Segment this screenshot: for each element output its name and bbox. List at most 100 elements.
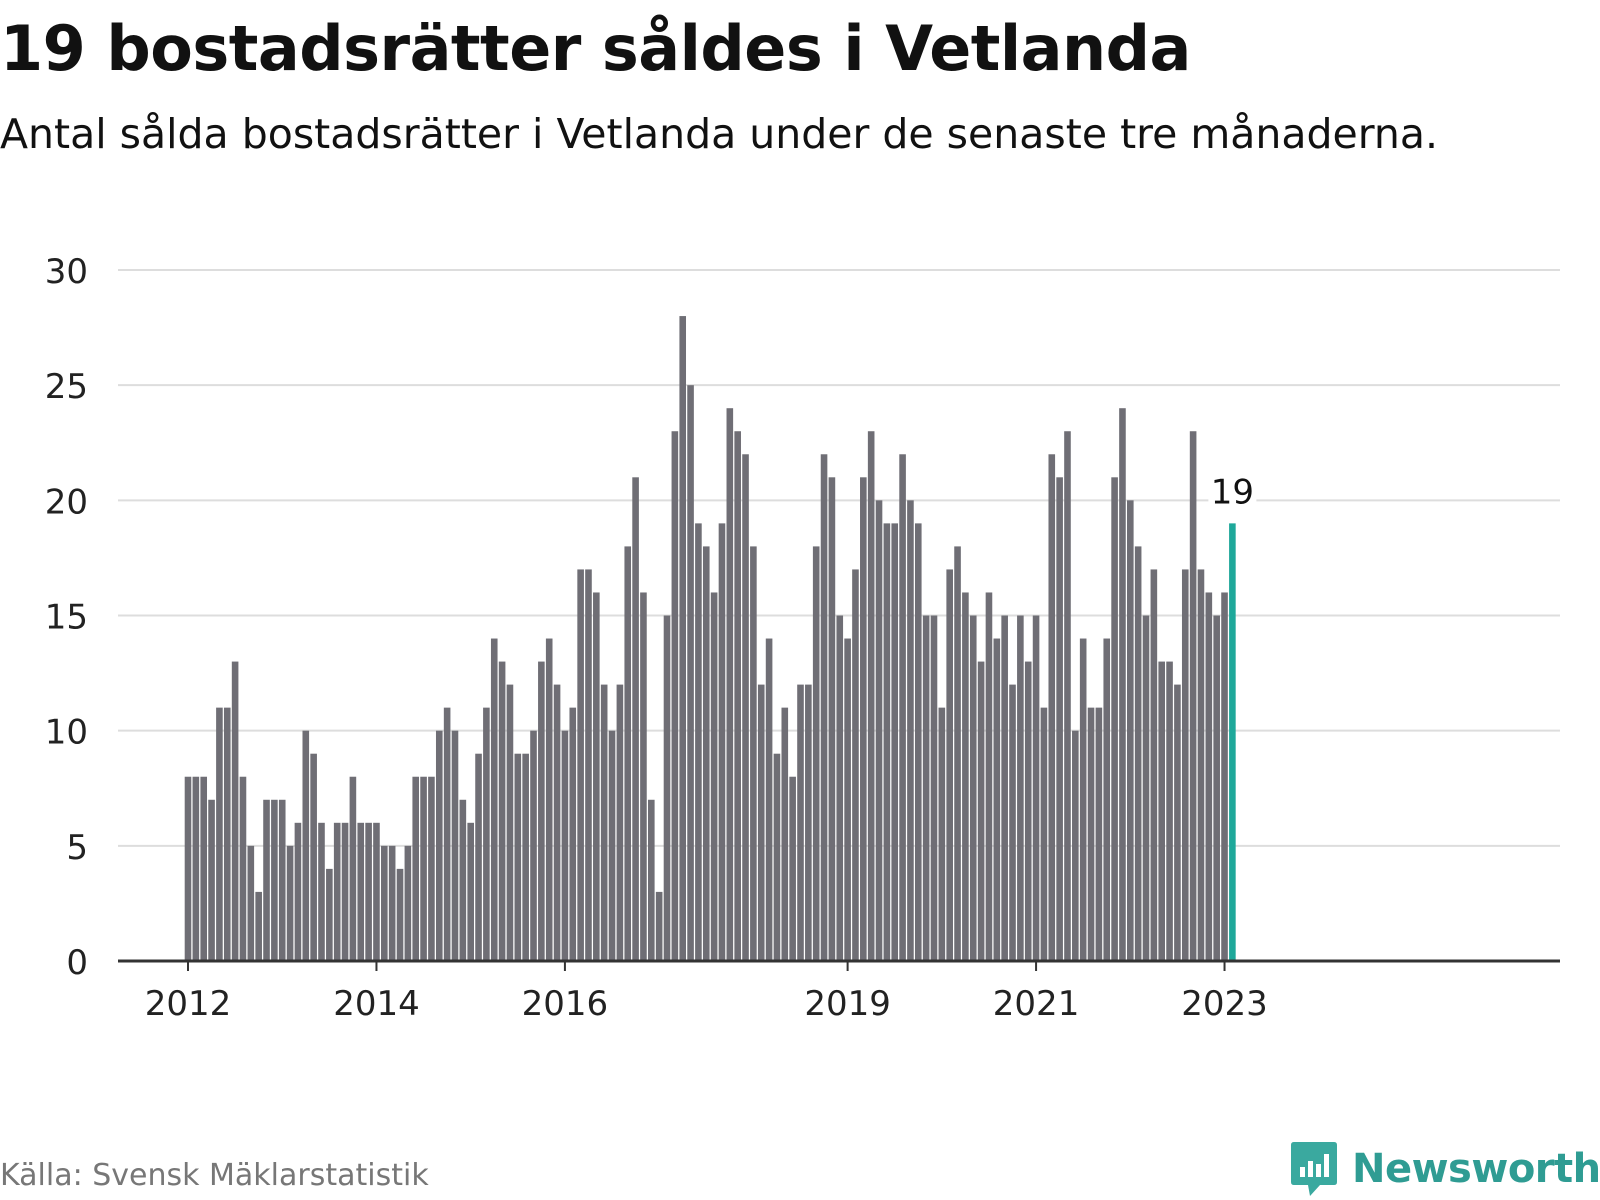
bar xyxy=(993,638,1001,961)
bar xyxy=(962,592,969,961)
bar xyxy=(577,569,584,961)
bar xyxy=(812,546,820,961)
bar xyxy=(789,776,796,961)
bar xyxy=(734,431,741,962)
bar xyxy=(443,707,451,961)
bar xyxy=(1158,661,1166,961)
bar xyxy=(1072,730,1079,961)
bar xyxy=(930,615,938,961)
bar xyxy=(750,546,757,961)
bar xyxy=(263,799,270,961)
bar xyxy=(286,845,294,961)
x-tick-label: 2012 xyxy=(145,984,232,1024)
bar xyxy=(1032,615,1040,961)
bar xyxy=(208,799,215,961)
bar xyxy=(483,707,490,961)
bar xyxy=(1134,546,1142,961)
bar xyxy=(200,776,208,961)
bar xyxy=(326,868,333,961)
bar xyxy=(891,523,899,961)
bar xyxy=(349,776,357,961)
bar xyxy=(648,799,655,961)
bar xyxy=(318,822,325,961)
bar xyxy=(561,730,569,961)
bar xyxy=(624,546,632,961)
bar xyxy=(828,477,836,961)
bar xyxy=(271,799,278,961)
bar-chart: 0 5 10 15 20 25 30 2012 2014 2016 2019 2021 2023 19 xyxy=(45,252,1560,1024)
bar xyxy=(593,592,600,961)
bar xyxy=(1150,569,1158,961)
x-tick-label: 2014 xyxy=(333,984,420,1024)
x-axis-labels: 2012 2014 2016 2019 2021 2023 xyxy=(145,984,1268,1024)
bar xyxy=(820,454,828,961)
bar xyxy=(797,684,804,961)
bar xyxy=(1024,661,1032,961)
bar xyxy=(373,822,380,961)
bar xyxy=(773,753,781,961)
bar xyxy=(522,753,529,961)
bar xyxy=(687,385,694,961)
y-tick-label: 30 xyxy=(45,252,88,292)
bar xyxy=(1056,477,1063,961)
bar xyxy=(216,707,223,961)
bar xyxy=(718,523,726,961)
bar xyxy=(459,799,467,961)
bar xyxy=(435,730,443,961)
bar xyxy=(875,500,883,961)
x-tick-label: 2023 xyxy=(1181,984,1268,1024)
bar xyxy=(883,523,891,961)
bar xyxy=(365,822,372,961)
bar xyxy=(404,845,412,961)
bar xyxy=(1174,684,1181,961)
chart-subtitle: Antal sålda bostadsrätter i Vetlanda und… xyxy=(0,110,1439,158)
bar xyxy=(781,707,789,961)
bar xyxy=(938,707,946,961)
bar xyxy=(867,431,875,962)
bar xyxy=(1095,707,1103,961)
y-tick-label: 20 xyxy=(45,482,88,522)
y-tick-label: 10 xyxy=(45,713,88,753)
bar xyxy=(616,684,624,961)
bar xyxy=(860,477,867,961)
bar-highlight xyxy=(1229,523,1236,961)
bar xyxy=(663,615,671,961)
bar xyxy=(1142,615,1150,961)
bar xyxy=(726,408,734,961)
bar xyxy=(412,776,420,961)
bar xyxy=(498,661,506,961)
bar xyxy=(1087,707,1095,961)
bar xyxy=(545,638,553,961)
bar xyxy=(1079,638,1087,961)
bar xyxy=(805,684,812,961)
bar xyxy=(655,891,663,961)
bars xyxy=(184,316,1236,962)
bar xyxy=(278,799,286,961)
bar xyxy=(514,753,522,961)
bar xyxy=(710,592,718,961)
bar xyxy=(467,822,474,961)
bar xyxy=(742,454,749,961)
bar xyxy=(1064,431,1071,962)
brand-name: Newsworthy xyxy=(1352,1146,1600,1192)
bar xyxy=(475,753,482,961)
bar xyxy=(977,661,985,961)
bar xyxy=(844,638,851,961)
bar xyxy=(1119,408,1126,961)
y-tick-label: 0 xyxy=(66,943,88,983)
bar xyxy=(184,776,192,961)
x-axis xyxy=(118,959,1560,971)
bar xyxy=(1017,615,1024,961)
bar xyxy=(1205,592,1213,961)
bar xyxy=(922,615,930,961)
bar xyxy=(428,776,435,961)
bar xyxy=(632,477,639,961)
bar xyxy=(420,776,427,961)
bar xyxy=(695,523,702,961)
bar xyxy=(223,707,231,961)
bar xyxy=(1001,615,1008,961)
bar xyxy=(341,822,349,961)
bar xyxy=(914,523,922,961)
bar xyxy=(357,822,365,961)
bar xyxy=(1213,615,1220,961)
